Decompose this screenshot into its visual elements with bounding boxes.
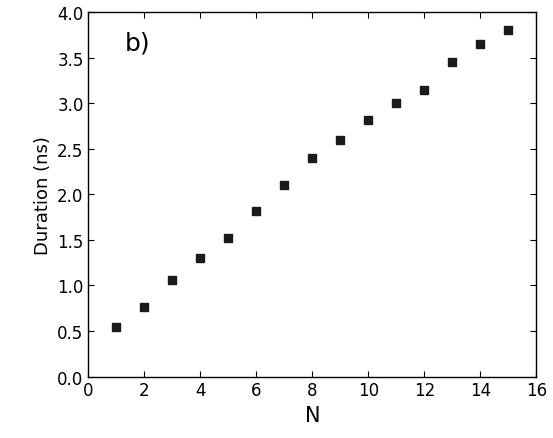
Text: b): b) [124, 32, 150, 55]
Y-axis label: Duration (ns): Duration (ns) [34, 136, 51, 254]
X-axis label: N: N [305, 405, 320, 425]
